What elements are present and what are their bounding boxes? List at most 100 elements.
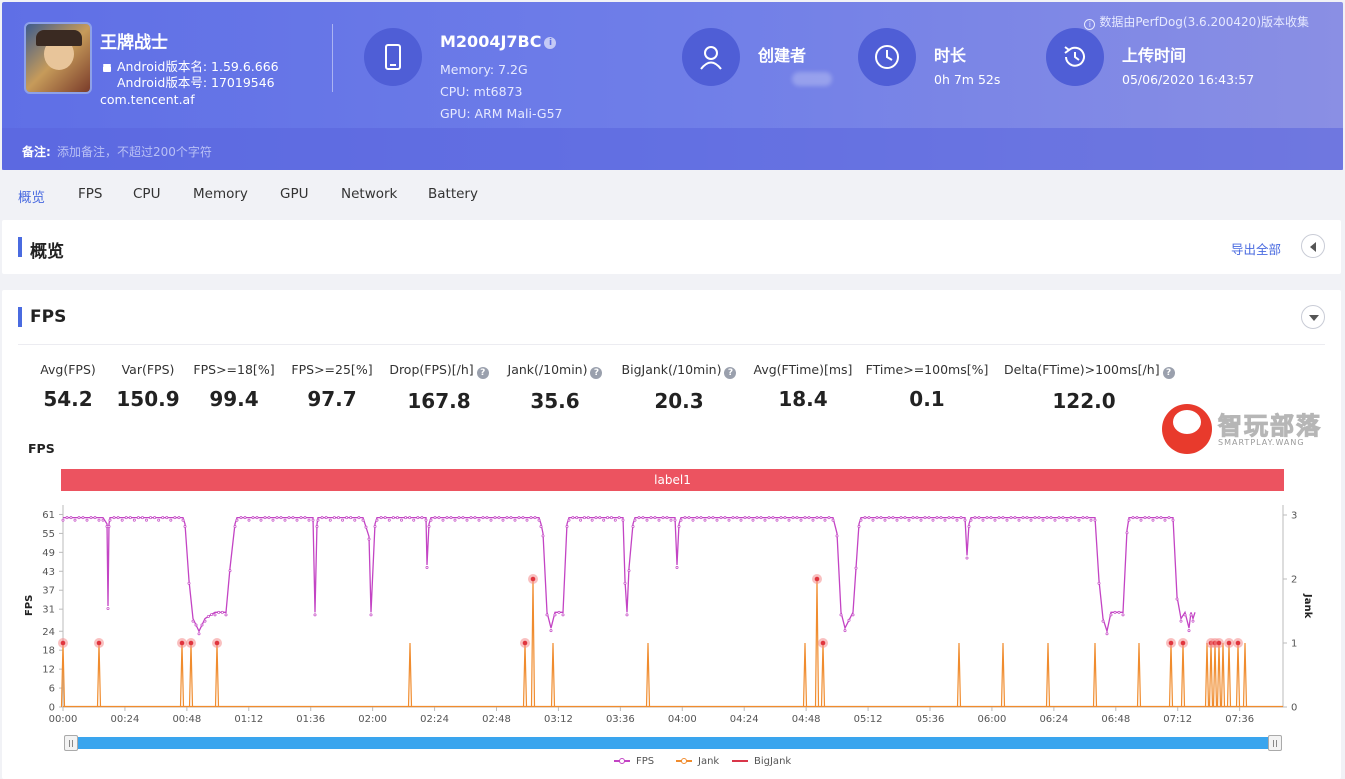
note-input[interactable]: 添加备注，不超过200个字符 [57, 145, 212, 159]
fps-point [687, 516, 691, 520]
jank-point [1226, 640, 1232, 646]
fps-point [316, 518, 320, 522]
fps-point [699, 516, 703, 520]
jank-spike [1136, 642, 1142, 708]
y-tick-label: 0 [49, 703, 55, 714]
x-tick-label: 02:24 [420, 714, 449, 725]
duration-title: 时长 [934, 46, 967, 65]
device-info-icon[interactable]: i [544, 36, 557, 49]
fps-point [395, 516, 399, 520]
fps-point [967, 525, 971, 528]
fps-point [673, 518, 677, 522]
collapse-left-button[interactable] [1301, 234, 1325, 258]
fps-point [1143, 516, 1147, 520]
legend-jank[interactable]: Jank [676, 756, 719, 767]
label-band[interactable]: label1 [61, 469, 1284, 491]
help-icon[interactable]: ? [590, 367, 603, 379]
tab-cpu[interactable]: CPU [133, 186, 161, 202]
tab-gpu[interactable]: GPU [280, 186, 309, 202]
jank-point [530, 576, 536, 582]
fps-point [779, 516, 783, 520]
slider-handle-left[interactable] [64, 735, 78, 751]
export-all-link[interactable]: 导出全部 [1230, 242, 1281, 257]
stat-5: Jank(/10min)? 35.6 [475, 362, 635, 413]
fps-point [763, 518, 767, 522]
fps-point [307, 518, 311, 522]
fps-point [1093, 518, 1097, 522]
fps-point [228, 569, 232, 573]
jank-spike [1212, 642, 1218, 708]
fps-point [349, 516, 353, 520]
tab-battery[interactable]: Battery [428, 186, 478, 202]
fps-point [255, 516, 259, 520]
stat-label: Avg(FPS) [40, 362, 96, 377]
jank-spike [1180, 642, 1186, 708]
fps-point [161, 516, 165, 520]
y-tick-label: 31 [42, 605, 55, 616]
section-accent [18, 307, 22, 327]
fps-point [132, 518, 136, 522]
tab-overview[interactable]: 概览 [18, 190, 45, 206]
legend-fps[interactable]: FPS [614, 756, 654, 767]
x-tick-label: 00:48 [172, 714, 201, 725]
x-tick-label: 02:00 [358, 714, 387, 725]
fps-point [711, 516, 715, 520]
fps-point [606, 516, 610, 520]
fps-point [197, 632, 201, 636]
x-tick-label: 07:12 [1163, 714, 1192, 725]
slider-handle-right[interactable] [1268, 735, 1282, 751]
fps-line [63, 516, 1196, 634]
fps-point [112, 516, 116, 520]
fps-point [379, 516, 383, 520]
fps-point [731, 516, 735, 520]
fps-point [854, 566, 858, 570]
fps-point [469, 516, 473, 520]
fps-point [332, 516, 336, 520]
app-package: com.tencent.af [100, 92, 195, 107]
fps-point [1171, 518, 1175, 522]
jank-spike [550, 642, 556, 708]
fps-point [835, 534, 839, 538]
jank-spike [530, 578, 536, 708]
fps-point [1167, 516, 1171, 520]
time-range-slider[interactable] [64, 737, 1282, 749]
watermark-logo: 智玩部落 SMARTPLAY.WANG [1162, 404, 1332, 454]
tab-network[interactable]: Network [341, 186, 398, 202]
help-icon[interactable]: ? [724, 367, 737, 379]
fps-point [416, 516, 420, 520]
tab-fps[interactable]: FPS [78, 186, 103, 202]
fps-point [649, 516, 653, 520]
help-icon[interactable]: ? [476, 367, 489, 379]
fps-point [993, 518, 997, 522]
y-tick-label: 37 [42, 586, 55, 597]
fps-point [408, 516, 412, 520]
x-tick-label: 00:24 [111, 714, 140, 725]
fps-point [541, 534, 545, 538]
fps-point [1125, 531, 1129, 535]
fps-point [263, 516, 267, 520]
jank-point [96, 640, 102, 646]
fps-point [303, 516, 307, 520]
fps-point [191, 619, 195, 623]
fps-point [586, 516, 590, 520]
legend-bigjank[interactable]: BigJank [732, 756, 791, 767]
fps-point [683, 516, 687, 520]
help-icon[interactable]: ? [1162, 367, 1175, 379]
fps-point [661, 516, 665, 520]
collapse-down-button[interactable] [1301, 305, 1325, 329]
fps-point [387, 518, 391, 522]
fps-point [811, 518, 815, 522]
fps-point [324, 516, 328, 520]
fps-point [915, 516, 919, 520]
tab-memory[interactable]: Memory [193, 186, 248, 202]
fps-point [911, 516, 915, 520]
fps-point [177, 516, 181, 520]
fps-point [107, 525, 111, 528]
stat-0: Avg(FPS) 54.2 [0, 362, 148, 411]
fps-point [425, 566, 429, 569]
fps-point [445, 516, 449, 520]
fps-point [206, 615, 210, 618]
jank-spike [820, 642, 826, 708]
fps-point [404, 516, 408, 520]
